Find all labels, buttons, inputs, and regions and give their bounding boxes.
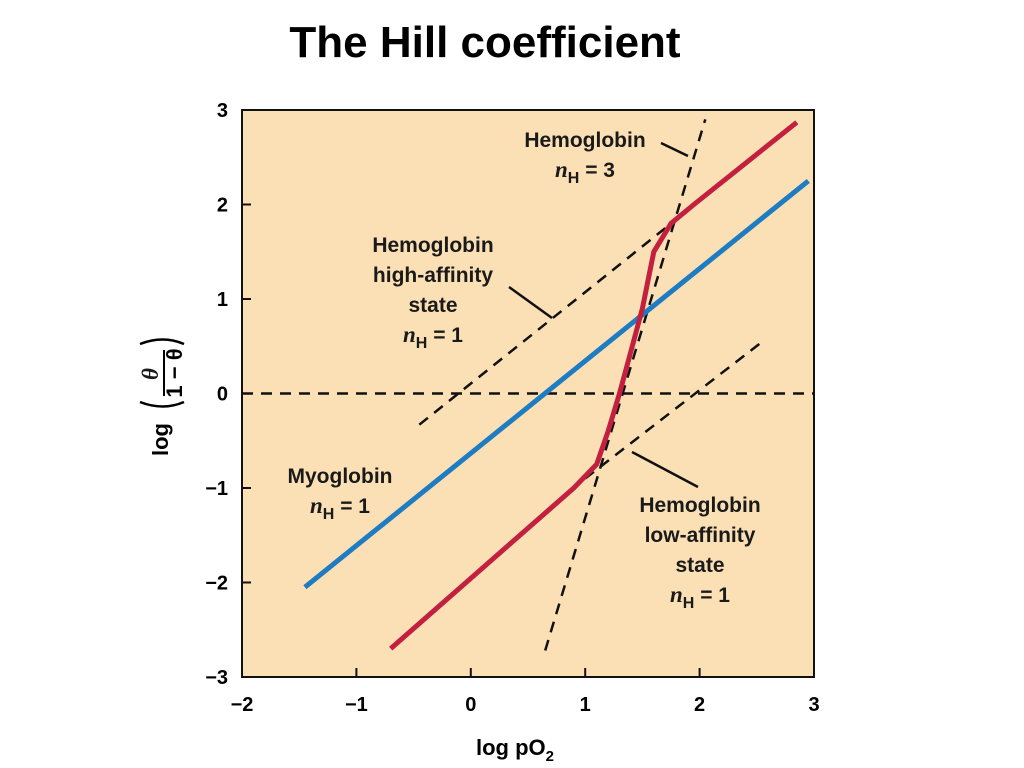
y-tick-label: −3 (205, 667, 228, 689)
x-tick-label: 0 (465, 694, 476, 716)
annotation-hb-high: Hemoglobin high-affinity state nH = 1 (372, 234, 493, 352)
annotation-hill-coefficient: nH = 1 (403, 322, 463, 352)
x-tick-label: −1 (345, 694, 368, 716)
x-axis-label: log pO2 (476, 735, 554, 765)
annotation-hill-coefficient: nH = 3 (555, 157, 615, 187)
y-tick-label: 3 (217, 100, 228, 122)
y-axis-label-denominator: 1 − θ (162, 348, 187, 397)
annotation-line: low-affinity (645, 524, 756, 547)
y-axis-label: log θ 1 − θ (138, 338, 187, 456)
annotation-hill-coefficient: nH = 1 (310, 493, 370, 523)
annotation-mb: Myoglobin nH = 1 (288, 465, 393, 523)
annotation-line: Myoglobin (288, 465, 393, 488)
annotation-line: Hemoglobin (639, 494, 760, 517)
y-tick-label: 0 (217, 384, 228, 406)
y-tick-label: −2 (205, 573, 228, 595)
annotation-line: state (408, 294, 457, 317)
annotation-hb-low: Hemoglobin low-affinity state nH = 1 (639, 494, 760, 612)
annotation-line: Hemoglobin (524, 129, 645, 152)
annotation-hill-coefficient: nH = 1 (670, 582, 730, 612)
callout-line (660, 141, 689, 158)
slide-title: The Hill coefficient (289, 18, 681, 67)
x-tick-label: 1 (580, 694, 591, 716)
callout-line (631, 450, 699, 489)
annotation-hb3: Hemoglobin nH = 3 (524, 129, 645, 187)
series-myoglobin (303, 178, 810, 590)
series-hemoglobin-high-affinity-state (418, 227, 667, 426)
annotation-line: Hemoglobin (372, 234, 493, 257)
x-tick-label: 3 (808, 694, 819, 716)
y-axis-label-log: log (148, 423, 173, 456)
x-tick-label: 2 (694, 694, 705, 716)
series-hemoglobin-n-3 (544, 119, 707, 651)
y-tick-label: 2 (217, 195, 228, 217)
x-tick-label: −2 (231, 694, 254, 716)
y-axis-label-numerator: θ (138, 368, 163, 380)
annotation-line: high-affinity (373, 264, 493, 287)
callout-line (508, 285, 553, 320)
annotation-line: state (675, 554, 724, 577)
y-tick-label: −1 (205, 478, 228, 500)
y-tick-label: 1 (217, 289, 228, 311)
series-hemoglobin (389, 120, 799, 651)
